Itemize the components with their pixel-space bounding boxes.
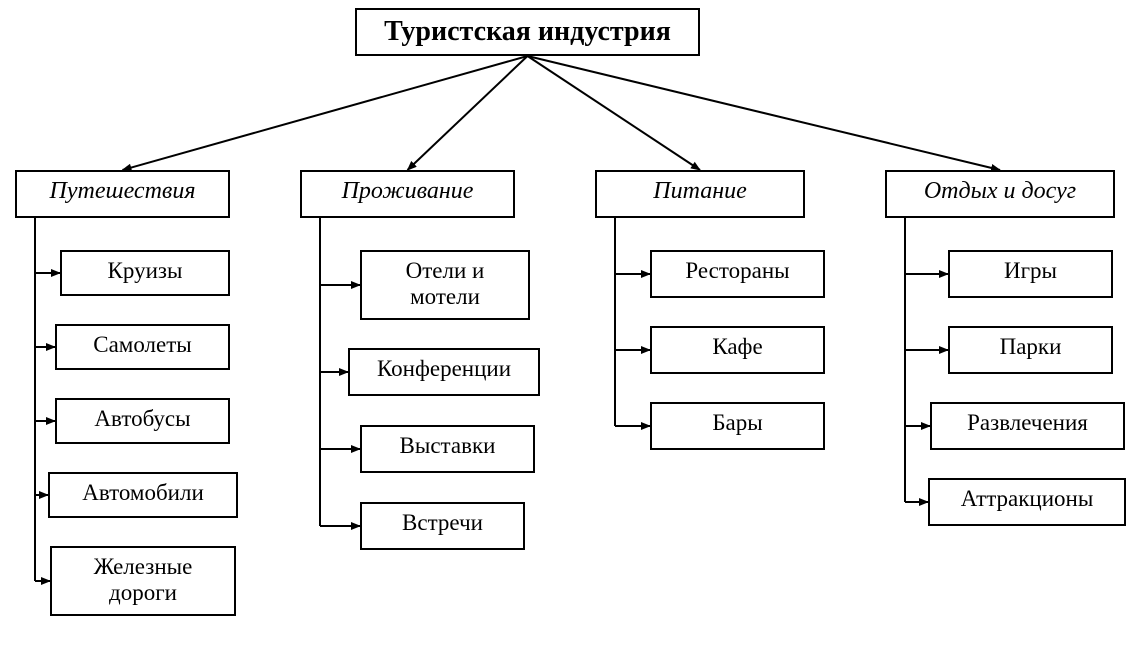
item-lodging-1: Конференции xyxy=(348,348,540,396)
item-leisure-0: Игры xyxy=(948,250,1113,298)
category-travel: Путешествия xyxy=(15,170,230,218)
item-leisure-3: Аттракционы xyxy=(928,478,1126,526)
category-leisure: Отдых и досуг xyxy=(885,170,1115,218)
item-travel-1: Самолеты xyxy=(55,324,230,370)
item-food-1: Кафе xyxy=(650,326,825,374)
item-travel-4: Железные дороги xyxy=(50,546,236,616)
item-lodging-3: Встречи xyxy=(360,502,525,550)
category-lodging: Проживание xyxy=(300,170,515,218)
category-food: Питание xyxy=(595,170,805,218)
item-travel-3: Автомобили xyxy=(48,472,238,518)
item-leisure-1: Парки xyxy=(948,326,1113,374)
item-food-0: Рестораны xyxy=(650,250,825,298)
item-travel-0: Круизы xyxy=(60,250,230,296)
item-lodging-0: Отели и мотели xyxy=(360,250,530,320)
item-lodging-2: Выставки xyxy=(360,425,535,473)
item-leisure-2: Развлечения xyxy=(930,402,1125,450)
root-node: Туристская индустрия xyxy=(355,8,700,56)
item-food-2: Бары xyxy=(650,402,825,450)
item-travel-2: Автобусы xyxy=(55,398,230,444)
